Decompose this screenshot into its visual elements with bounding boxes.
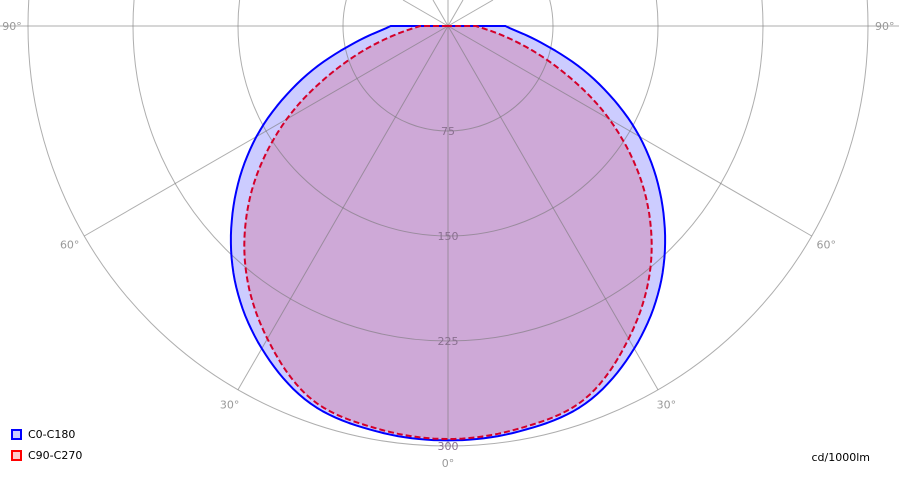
radial-tick-label: 300	[438, 440, 459, 453]
radial-tick-label: 225	[438, 335, 459, 348]
legend-label: C0-C180	[28, 428, 76, 441]
radial-tick-label: 75	[441, 125, 455, 138]
angle-label: 0°	[442, 457, 455, 470]
angle-label: 30°	[657, 398, 677, 411]
series-line-c0-c180	[229, 25, 667, 442]
grid-spoke	[447, 25, 659, 390]
grid-spoke	[237, 25, 449, 390]
angle-label: 90°	[875, 20, 895, 33]
grid-spoke	[447, 0, 464, 27]
grid-spoke	[447, 0, 494, 27]
angle-label: 30°	[220, 398, 240, 411]
legend-item-c90-c270: C90-C270	[11, 449, 82, 462]
legend-item-c0-c180: C0-C180	[11, 428, 75, 441]
grid-spoke	[432, 0, 449, 27]
angle-label: 60°	[60, 238, 80, 251]
grid-spoke	[402, 0, 449, 27]
grid-spoke	[84, 25, 449, 237]
angle-label: 90°	[2, 20, 22, 33]
series-line-c90-c270	[243, 25, 653, 440]
legend-label: C90-C270	[28, 449, 83, 462]
legend-swatch-c90-c270	[11, 450, 22, 461]
unit-label: cd/1000lm	[811, 451, 870, 464]
radial-tick-label: 150	[438, 230, 459, 243]
angle-label: 60°	[817, 238, 837, 251]
grid-spoke	[447, 25, 812, 237]
legend-swatch-c0-c180	[11, 429, 22, 440]
